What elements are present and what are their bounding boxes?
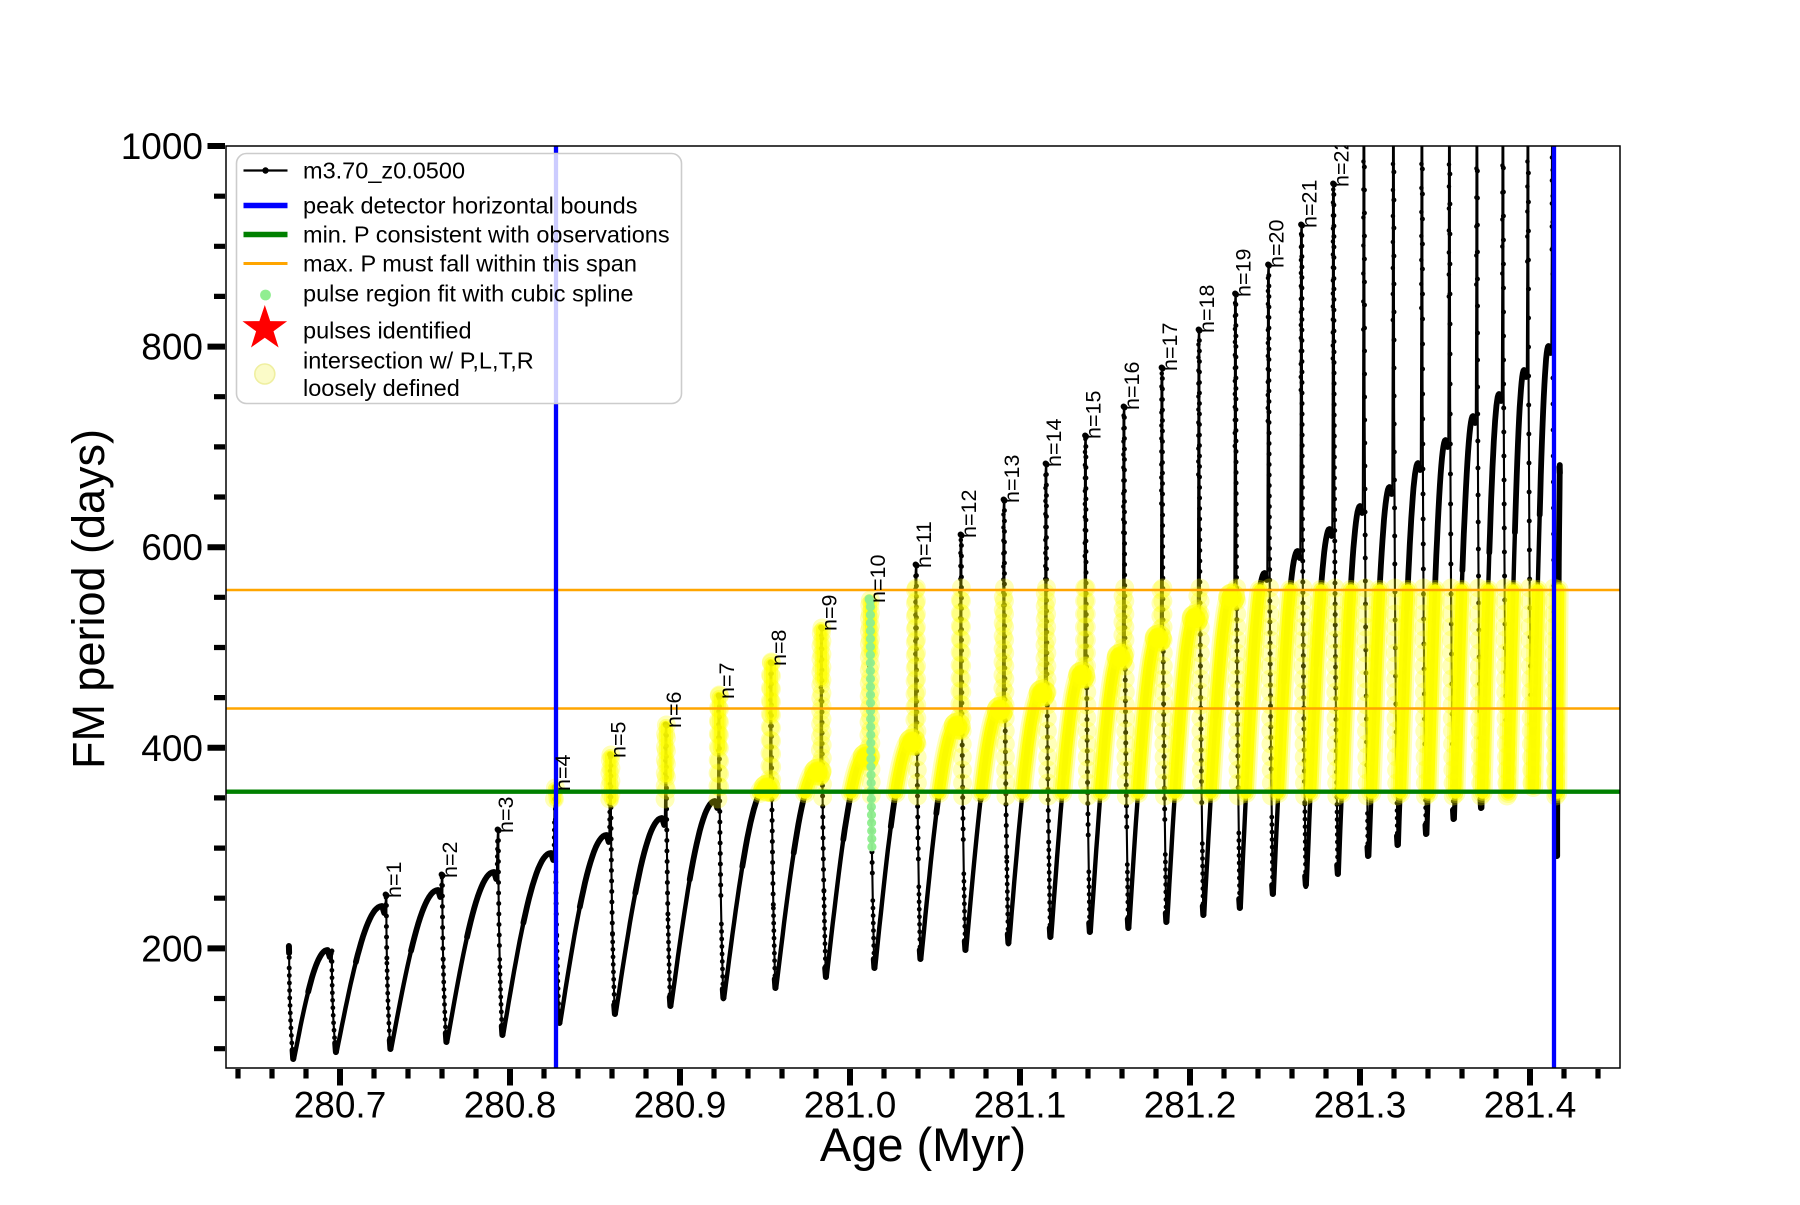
svg-text:n=13: n=13 [1000, 455, 1024, 503]
svg-text:n=15: n=15 [1082, 391, 1106, 439]
svg-text:281.0: 281.0 [804, 1085, 897, 1126]
svg-text:n=6: n=6 [662, 691, 686, 728]
svg-text:281.3: 281.3 [1314, 1085, 1407, 1126]
svg-text:281.4: 281.4 [1484, 1085, 1577, 1126]
svg-text:n=16: n=16 [1120, 362, 1144, 410]
svg-text:600: 600 [141, 527, 203, 568]
svg-text:n=21: n=21 [1298, 180, 1322, 228]
svg-text:280.9: 280.9 [634, 1085, 727, 1126]
svg-text:n=7: n=7 [715, 663, 739, 699]
svg-text:pulses identified: pulses identified [303, 318, 472, 344]
svg-text:n=8: n=8 [767, 629, 791, 666]
svg-text:1000: 1000 [121, 126, 203, 167]
svg-text:pulse region fit with cubic sp: pulse region fit with cubic spline [303, 281, 633, 307]
svg-text:281.1: 281.1 [974, 1085, 1067, 1126]
svg-text:max. P must fall within this s: max. P must fall within this span [303, 251, 637, 277]
svg-text:400: 400 [141, 728, 203, 769]
svg-text:n=18: n=18 [1195, 285, 1219, 333]
svg-text:peak detector horizontal bound: peak detector horizontal bounds [303, 193, 637, 219]
svg-text:intersection w/ P,L,T,R: intersection w/ P,L,T,R [303, 348, 534, 374]
svg-text:281.2: 281.2 [1144, 1085, 1237, 1126]
svg-text:n=22: n=22 [1330, 139, 1354, 187]
svg-text:Age (Myr): Age (Myr) [820, 1118, 1026, 1171]
svg-text:min. P consistent with observa: min. P consistent with observations [303, 222, 670, 248]
svg-text:n=5: n=5 [607, 721, 631, 758]
svg-text:m3.70_z0.0500: m3.70_z0.0500 [303, 158, 465, 184]
svg-text:n=19: n=19 [1232, 249, 1256, 297]
svg-text:loosely defined: loosely defined [303, 375, 460, 401]
svg-text:200: 200 [141, 928, 203, 969]
svg-text:280.8: 280.8 [464, 1085, 557, 1126]
svg-text:n=4: n=4 [551, 754, 575, 791]
svg-text:n=12: n=12 [957, 490, 981, 538]
svg-text:n=20: n=20 [1265, 220, 1289, 268]
svg-text:n=11: n=11 [912, 521, 936, 568]
svg-text:n=2: n=2 [438, 842, 462, 878]
svg-text:n=3: n=3 [494, 796, 518, 833]
svg-text:280.7: 280.7 [294, 1085, 387, 1126]
svg-text:800: 800 [141, 327, 203, 368]
svg-text:n=9: n=9 [818, 595, 842, 631]
svg-text:n=17: n=17 [1158, 323, 1182, 371]
svg-text:FM period (days): FM period (days) [63, 429, 114, 769]
svg-text:n=1: n=1 [382, 862, 406, 898]
svg-text:n=10: n=10 [866, 555, 890, 603]
svg-text:n=14: n=14 [1042, 419, 1066, 467]
